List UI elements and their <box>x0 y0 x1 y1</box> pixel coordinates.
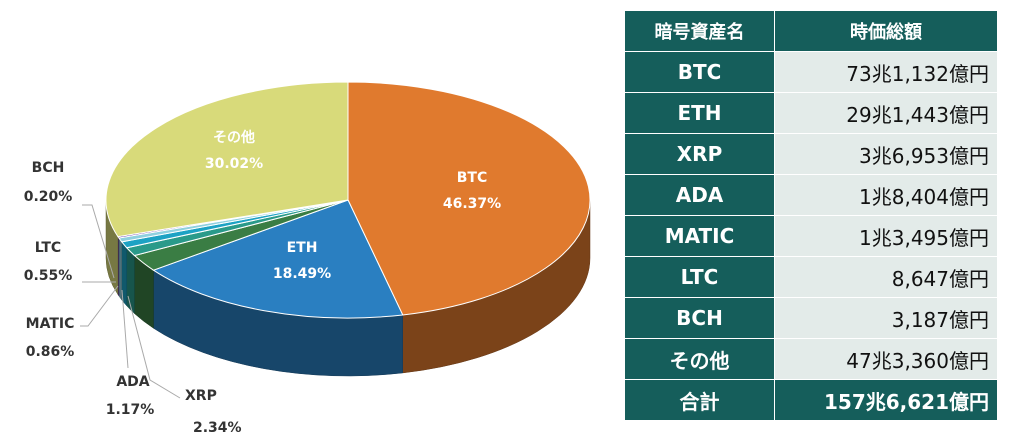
pie-slice-other <box>105 81 349 238</box>
row-name: ETH <box>624 92 775 134</box>
row-name: ADA <box>624 174 775 216</box>
header-asset-name: 暗号資産名 <box>624 10 775 52</box>
table-header-row: 暗号資産名 時価総額 <box>624 10 998 52</box>
pie-slice-eth <box>152 199 404 319</box>
row-name: BTC <box>624 51 775 93</box>
slice-name-xrp: XRP <box>185 388 217 404</box>
slice-name-other: その他 <box>213 129 255 146</box>
leader-line-matic <box>80 285 119 327</box>
leader-line-xrp <box>127 295 181 399</box>
table-row: MATIC 1兆3,495億円 <box>624 215 998 257</box>
header-market-cap: 時価総額 <box>774 10 998 52</box>
pie-chart-svg: BTC 46.37% ETH 18.49% その他 30.02% XRP 2.34% ADA 1.… <box>24 81 591 436</box>
row-value: 1兆3,495億円 <box>774 215 998 257</box>
slice-labels: BTC 46.37% ETH 18.49% その他 30.02% XRP 2.34% ADA 1.… <box>24 129 501 436</box>
table-total-row: 合計 157兆6,621億円 <box>624 379 998 421</box>
total-name: 合計 <box>624 379 775 421</box>
pie-slices <box>105 81 591 319</box>
pie-slice-btc <box>347 81 591 316</box>
row-value: 3,187億円 <box>774 297 998 339</box>
row-value: 3兆6,953億円 <box>774 133 998 175</box>
slice-name-matic: MATIC <box>26 316 75 332</box>
slice-name-ada: ADA <box>116 374 149 390</box>
table-row: その他 47兆3,360億円 <box>624 338 998 380</box>
table-row: BCH 3,187億円 <box>624 297 998 339</box>
pie-side-ltc <box>118 237 122 301</box>
table-row: ADA 1兆8,404億円 <box>624 174 998 216</box>
slice-percent-ada: 1.17% <box>106 402 155 418</box>
pie-chart: BTC 46.37% ETH 18.49% その他 30.02% XRP 2.34% ADA 1.… <box>24 81 591 436</box>
slice-percent-ltc: 0.55% <box>24 268 73 284</box>
slice-name-ltc: LTC <box>35 240 61 256</box>
slice-name-bch: BCH <box>32 160 65 176</box>
row-name: その他 <box>624 338 775 380</box>
table-row: LTC 8,647億円 <box>624 256 998 298</box>
row-name: BCH <box>624 297 775 339</box>
table-row: XRP 3兆6,953億円 <box>624 133 998 175</box>
pie-side-ada <box>126 247 135 315</box>
table-row: ETH 29兆1,443億円 <box>624 92 998 134</box>
slice-percent-btc: 46.37% <box>443 196 501 212</box>
leader-line-bch <box>82 204 115 279</box>
table-row: BTC 73兆1,132億円 <box>624 51 998 93</box>
row-name: LTC <box>624 256 775 298</box>
slice-percent-xrp: 2.34% <box>193 420 242 436</box>
slice-percent-other: 30.02% <box>205 156 263 172</box>
row-value: 8,647億円 <box>774 256 998 298</box>
slice-name-btc: BTC <box>457 170 488 186</box>
total-value: 157兆6,621億円 <box>774 379 998 421</box>
slice-percent-matic: 0.86% <box>26 344 75 360</box>
row-name: MATIC <box>624 215 775 257</box>
slice-percent-eth: 18.49% <box>273 266 331 282</box>
leader-line-ada <box>121 289 129 369</box>
row-name: XRP <box>624 133 775 175</box>
row-value: 1兆8,404億円 <box>774 174 998 216</box>
row-value: 47兆3,360億円 <box>774 338 998 380</box>
market-cap-table-container: 暗号資産名 時価総額 BTC 73兆1,132億円 ETH 29兆1,443億円… <box>624 10 998 421</box>
leader-lines <box>80 204 181 399</box>
slice-percent-bch: 0.20% <box>24 189 73 205</box>
row-value: 73兆1,132億円 <box>774 51 998 93</box>
market-cap-table: 暗号資産名 時価総額 BTC 73兆1,132億円 ETH 29兆1,443億円… <box>624 10 998 421</box>
row-value: 29兆1,443億円 <box>774 92 998 134</box>
slice-name-eth: ETH <box>287 240 318 256</box>
